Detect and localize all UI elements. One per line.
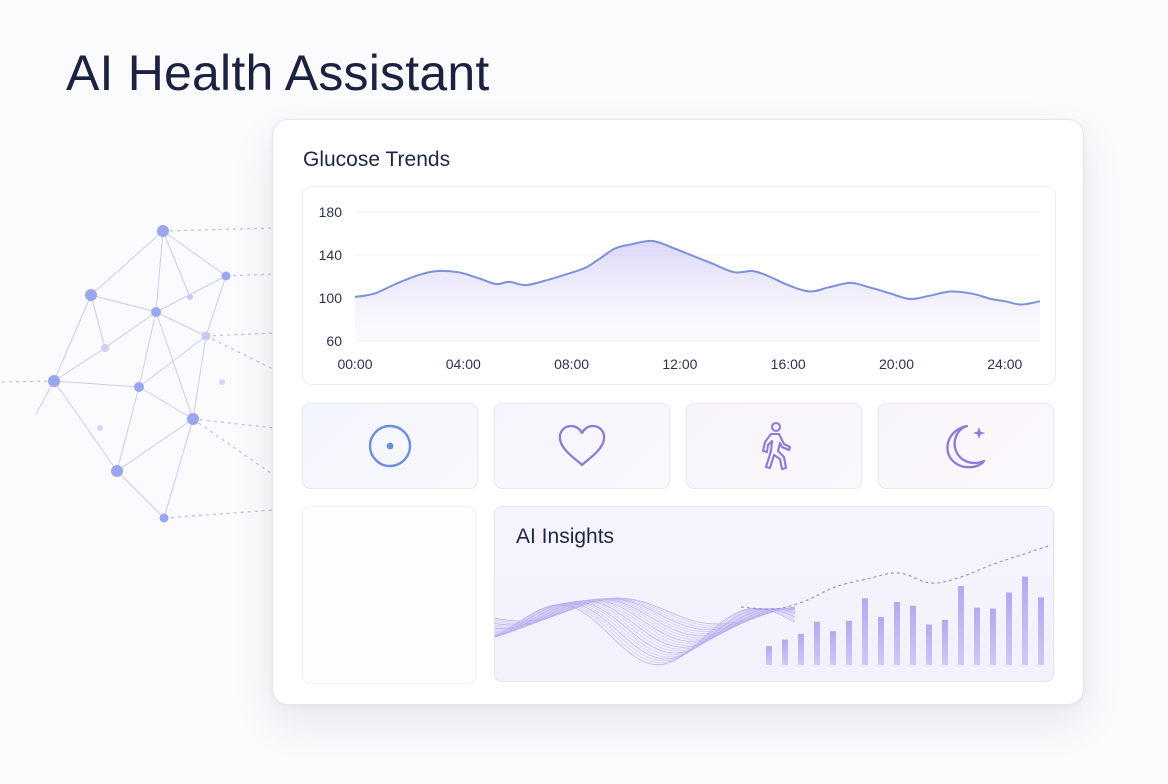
insight-bar xyxy=(958,586,964,665)
y-tick-label: 60 xyxy=(326,333,342,349)
insight-bar xyxy=(926,624,932,665)
insight-bar xyxy=(1006,592,1012,665)
insight-bar xyxy=(798,633,804,665)
glucose-line xyxy=(354,239,1041,306)
ai-insights-title: AI Insights xyxy=(516,525,615,548)
glucose-trends-title: Glucose Trends xyxy=(303,148,451,171)
insight-bar xyxy=(990,608,996,665)
ai-insights-chart xyxy=(495,544,1052,666)
y-tick-label: 180 xyxy=(319,204,343,220)
insight-bar xyxy=(830,631,836,665)
glucose-chart: 180 140 100 60 00:00 04:00 08:00 12:00 16:00 20:0… xyxy=(302,186,1056,385)
heart-icon xyxy=(558,424,606,467)
dashboard-card: Glucose Trends 180 140 100 60 00:00 04:00 08:0… xyxy=(272,119,1084,705)
insight-bar xyxy=(942,619,948,665)
insight-bar xyxy=(782,639,788,665)
insight-bar xyxy=(1022,576,1028,665)
ai-insights-panel[interactable]: AI Insights xyxy=(494,506,1054,682)
sleep-tile[interactable] xyxy=(878,403,1054,489)
glucose-area xyxy=(355,240,1040,341)
insight-bar xyxy=(846,620,852,665)
y-tick-label: 100 xyxy=(319,290,343,306)
insight-bar xyxy=(766,646,772,665)
trend-line xyxy=(740,544,1052,610)
x-tick-label: 24:00 xyxy=(987,356,1022,372)
target-icon xyxy=(368,424,412,468)
glucose-tile[interactable] xyxy=(302,403,478,489)
heart-rate-tile[interactable] xyxy=(494,403,670,489)
insight-bar xyxy=(910,605,916,665)
wave-ribbon xyxy=(495,597,796,666)
empty-panel xyxy=(302,506,476,684)
insight-bar xyxy=(1038,597,1044,665)
page-title: AI Health Assistant xyxy=(66,45,490,101)
x-tick-label: 16:00 xyxy=(771,356,806,372)
insight-bar xyxy=(814,621,820,665)
x-tick-label: 20:00 xyxy=(879,356,914,372)
x-tick-label: 04:00 xyxy=(446,356,481,372)
insight-bar xyxy=(974,607,980,665)
walking-person-icon xyxy=(761,421,792,471)
y-tick-label: 140 xyxy=(319,247,343,263)
insight-bar xyxy=(894,602,900,665)
insight-bar xyxy=(878,617,884,665)
network-illustration xyxy=(0,225,276,523)
x-tick-label: 00:00 xyxy=(337,356,372,372)
x-tick-label: 12:00 xyxy=(662,356,697,372)
moon-star-icon xyxy=(946,424,986,469)
insight-bar xyxy=(862,598,868,665)
glucose-chart-svg: 180 140 100 60 00:00 04:00 08:00 12:00 16:00 20:0… xyxy=(319,204,1041,372)
x-tick-label: 08:00 xyxy=(554,356,589,372)
activity-tile[interactable] xyxy=(686,403,862,489)
